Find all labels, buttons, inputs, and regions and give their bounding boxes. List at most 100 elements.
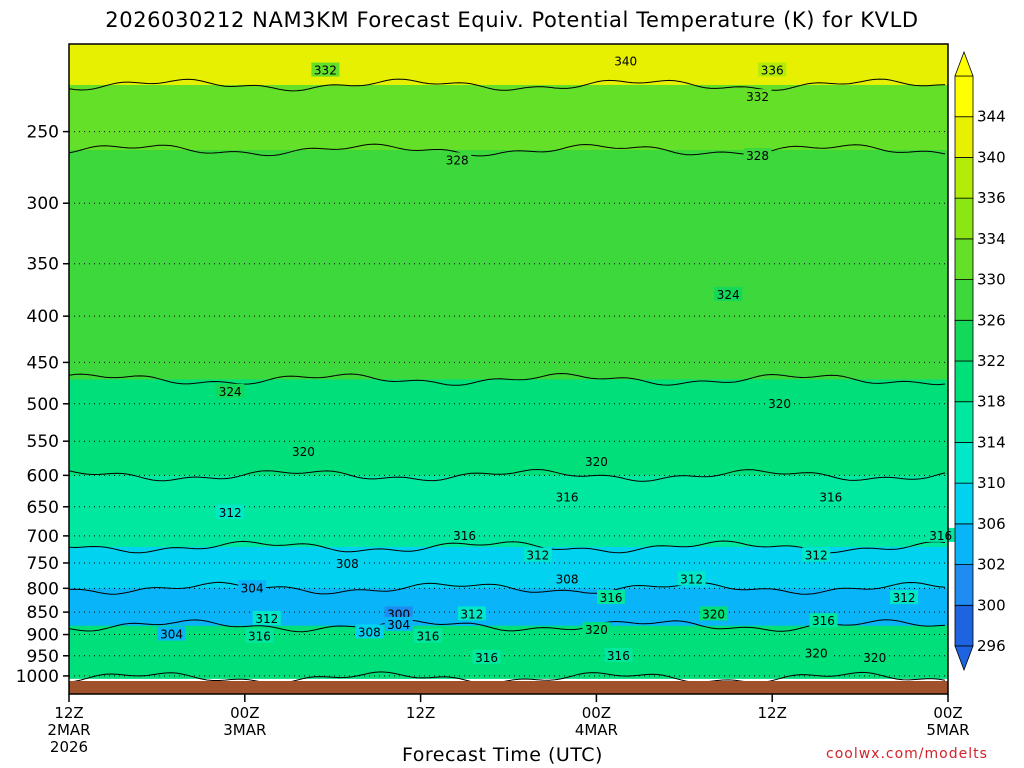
contour-label-bg-7 <box>216 383 245 398</box>
colorbar-swatch-302 <box>954 523 974 565</box>
contour-label-bg-28 <box>809 613 838 628</box>
contour-line-1 <box>69 143 946 157</box>
x-tick-label-3-1: 4MAR <box>575 721 618 739</box>
contour-label-bg-36 <box>604 647 633 662</box>
colorbar-top-arrow <box>954 50 974 77</box>
theta-e-field <box>69 44 948 679</box>
contour-label-bg-6 <box>714 286 743 301</box>
colorbar-swatch-336 <box>954 157 974 199</box>
x-tick-label-0-2: 2026 <box>50 738 88 756</box>
y-tick-label-900: 900 <box>27 626 59 646</box>
contour-label-34: 320 <box>585 623 608 637</box>
contour-label-2: 332 <box>314 64 337 78</box>
contour-label-24: 312 <box>460 607 483 621</box>
colorbar-swatch-326 <box>954 279 974 321</box>
contour-line-7 <box>69 671 946 685</box>
contour-label-20: 308 <box>556 572 579 586</box>
x-tick-label-5-0: 00Z <box>933 704 962 722</box>
colorbar-label-344: 344 <box>977 108 1006 126</box>
y-tick-label-600: 600 <box>27 466 59 486</box>
contour-label-bg-32 <box>245 628 274 643</box>
y-tick-label-800: 800 <box>27 579 59 599</box>
theta-e-band-1 <box>69 84 948 152</box>
contour-label-21: 312 <box>680 572 703 586</box>
contour-label-bg-8 <box>765 395 794 410</box>
contour-label-bg-21 <box>677 571 706 586</box>
contour-label-bg-2 <box>311 62 340 77</box>
contour-label-25: 312 <box>255 612 278 626</box>
contour-label-10: 320 <box>585 455 608 469</box>
contour-label-bg-18 <box>802 547 831 562</box>
y-tick-label-550: 550 <box>27 432 59 452</box>
contour-label-33: 316 <box>416 630 439 644</box>
contour-label-bg-0 <box>611 53 640 68</box>
contour-label-26: 320 <box>702 607 725 621</box>
contour-label-38: 320 <box>863 651 886 665</box>
contour-label-1: 336 <box>761 64 784 78</box>
colorbar-swatch-300 <box>954 564 974 606</box>
colorbar-label-314: 314 <box>977 433 1006 451</box>
x-tick-label-5-1: 5MAR <box>926 721 969 739</box>
colorbar-label-340: 340 <box>977 148 1006 166</box>
y-tick-label-850: 850 <box>27 603 59 623</box>
contour-label-bg-9 <box>289 443 318 458</box>
contour-label-37: 320 <box>805 647 828 661</box>
contour-label-bg-13 <box>216 504 245 519</box>
y-axis: 250 300 350 400 450 500 550 600 650 700 750 800 850 9… <box>16 123 69 687</box>
theta-e-band-2 <box>69 150 948 381</box>
contour-line-3 <box>69 468 946 482</box>
colorbar-label-302: 302 <box>977 556 1006 574</box>
contour-label-bg-24 <box>457 606 486 621</box>
contour-label-bg-38 <box>860 649 889 664</box>
x-tick-label-4-0: 12Z <box>758 704 787 722</box>
contour-label-19: 304 <box>241 581 264 595</box>
contour-label-bg-30 <box>355 624 384 639</box>
contour-label-22: 316 <box>600 591 623 605</box>
chart-title: 2026030212 NAM3KM Forecast Equiv. Potent… <box>105 8 919 32</box>
contour-label-15: 316 <box>929 529 952 543</box>
colorbar-label-334: 334 <box>977 230 1006 248</box>
contour-line-5 <box>69 581 946 595</box>
contour-label-0: 340 <box>614 54 637 68</box>
contour-label-bg-1 <box>758 62 787 77</box>
x-tick-label-0-0: 12Z <box>54 704 83 722</box>
contour-label-36: 316 <box>607 649 630 663</box>
x-tick-label-2-0: 12Z <box>406 704 435 722</box>
colorbar-label-296: 296 <box>977 637 1006 655</box>
credit-link[interactable]: coolwx.com/modelts <box>826 746 988 762</box>
contour-label-3: 332 <box>746 90 769 104</box>
contour-label-bg-10 <box>582 454 611 469</box>
y-tick-label-650: 650 <box>27 498 59 518</box>
colorbar-swatch-314 <box>954 401 974 443</box>
contour-label-28: 316 <box>812 614 835 628</box>
contour-label-7: 324 <box>219 385 242 399</box>
colorbar-swatch-344 <box>954 75 974 118</box>
colorbar-label-306: 306 <box>977 515 1006 533</box>
theta-e-band-0 <box>69 44 948 86</box>
contour-label-18: 312 <box>805 549 828 563</box>
contour-line-0 <box>69 78 946 92</box>
y-tick-label-450: 450 <box>27 353 59 373</box>
contour-label-bg-26 <box>699 606 728 621</box>
contour-label-bg-5 <box>743 147 772 162</box>
theta-e-band-7 <box>69 625 948 679</box>
contour-label-bg-4 <box>443 152 472 167</box>
contour-label-32: 316 <box>248 630 271 644</box>
theta-e-band-3 <box>69 379 948 477</box>
contour-label-bg-17 <box>333 556 362 571</box>
contour-label-29: 304 <box>387 618 410 632</box>
contour-label-bg-31 <box>157 626 186 641</box>
contour-line-4 <box>69 540 946 554</box>
colorbar-label-322: 322 <box>977 352 1006 370</box>
contour-label-bg-19 <box>238 580 267 595</box>
colorbar-swatch-296 <box>954 604 974 647</box>
x-axis-title: Forecast Time (UTC) <box>402 744 603 766</box>
contour-label-6: 324 <box>717 288 740 302</box>
contour-label-9: 320 <box>292 445 315 459</box>
contour-label-bg-3 <box>743 89 772 104</box>
contour-label-bg-20 <box>553 571 582 586</box>
contour-label-bg-16 <box>523 547 552 562</box>
colorbar-label-336: 336 <box>977 189 1006 207</box>
